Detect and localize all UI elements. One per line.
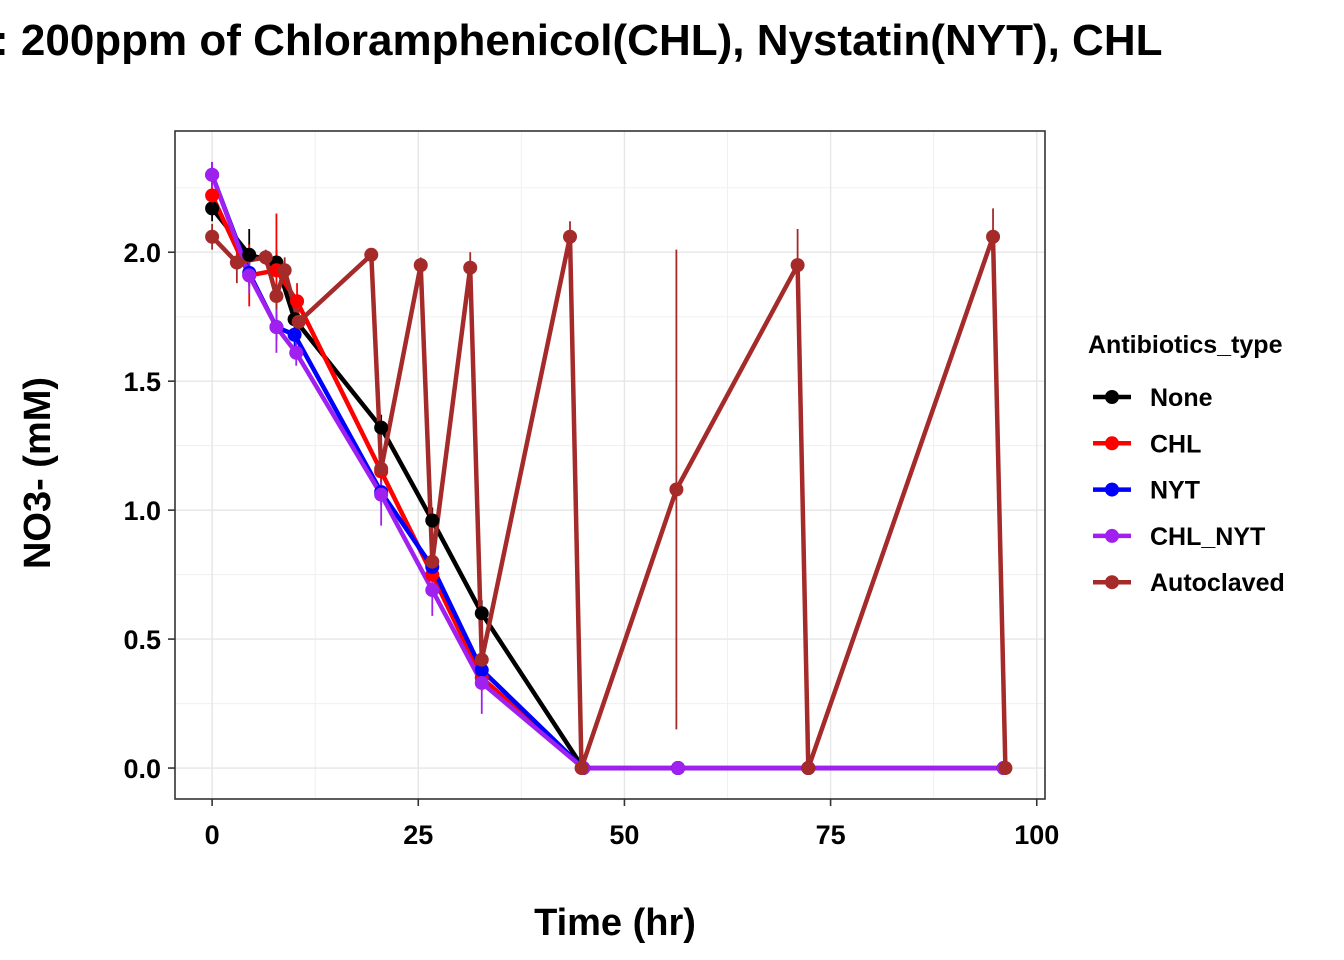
legend-label-none: None (1150, 384, 1213, 412)
legend-items: None CHL NYT CHL_NYT Autoclaved (1093, 384, 1285, 597)
legend-title: Antibiotics_type (1088, 331, 1283, 359)
data-point-autoclaved (258, 250, 273, 265)
data-point-autoclaved (574, 761, 589, 776)
data-point-chl-nyt (242, 268, 257, 283)
data-point-chl-nyt (374, 487, 389, 502)
legend-key-point-autoclaved (1105, 575, 1119, 590)
data-point-none (425, 513, 440, 528)
x-axis-title: Time (hr) (534, 902, 696, 944)
legend-label-nyt: NYT (1150, 477, 1200, 505)
data-point-chl (205, 188, 220, 203)
data-point-autoclaved (563, 229, 578, 244)
chart-title: : 200ppm of Chloramphenicol(CHL), Nystat… (0, 16, 1162, 65)
y-axis: 0.0 0.5 1.0 1.5 2.0 (123, 238, 175, 784)
data-point-autoclaved (291, 314, 306, 329)
x-tick-label: 0 (205, 820, 220, 850)
plot-border (174, 130, 1046, 800)
data-point-autoclaved (801, 761, 816, 776)
y-tick-label: 2.0 (123, 238, 161, 268)
data-point-autoclaved (463, 260, 478, 275)
data-point-autoclaved (229, 255, 244, 270)
data-point-autoclaved (205, 229, 220, 244)
x-tick-label: 25 (403, 820, 433, 850)
data-point-autoclaved (269, 289, 284, 304)
data-point-autoclaved (277, 263, 292, 278)
data-point-chl-nyt (425, 583, 440, 598)
data-point-none (205, 201, 220, 216)
x-tick-label: 75 (816, 820, 846, 850)
legend: Antibiotics_type None CHL NYT CHL_NYT Autocl… (1088, 331, 1285, 597)
data-point-nyt (474, 663, 489, 678)
data-point-chl-nyt (269, 320, 284, 335)
legend-key-point-none (1105, 390, 1119, 404)
legend-label-autoclaved: Autoclaved (1150, 569, 1285, 597)
data-point-autoclaved (474, 652, 489, 667)
legend-label-chl-nyt: CHL_NYT (1150, 523, 1265, 551)
data-point-nyt (287, 327, 302, 342)
x-tick-label: 50 (609, 820, 639, 850)
series-points (205, 167, 1013, 776)
y-tick-label: 0.5 (123, 625, 161, 655)
legend-key-point-chl-nyt (1105, 528, 1119, 543)
data-point-chl-nyt (289, 345, 304, 360)
legend-key-point-chl (1105, 436, 1119, 451)
data-point-chl-nyt (205, 167, 220, 182)
data-point-autoclaved (425, 554, 440, 569)
y-tick-label: 1.0 (123, 496, 161, 526)
data-point-none (374, 420, 389, 435)
data-point-autoclaved (669, 482, 684, 497)
legend-label-chl: CHL (1150, 430, 1201, 458)
data-point-autoclaved (364, 247, 379, 262)
data-point-chl-nyt (474, 675, 489, 690)
data-point-chl-nyt (671, 761, 686, 776)
data-point-autoclaved (413, 258, 428, 273)
x-axis: 0 25 50 75 100 (205, 799, 1059, 850)
data-point-autoclaved (998, 761, 1013, 776)
legend-key-point-nyt (1105, 482, 1119, 497)
data-point-none (474, 606, 489, 621)
data-point-autoclaved (986, 229, 1001, 244)
y-tick-label: 1.5 (123, 367, 161, 397)
data-point-autoclaved (790, 258, 805, 273)
plot-panel (174, 130, 1046, 800)
data-point-chl (290, 294, 305, 309)
x-tick-label: 100 (1014, 820, 1059, 850)
y-axis-title: NO3- (mM) (17, 377, 59, 569)
y-tick-label: 0.0 (123, 754, 161, 784)
data-point-none (242, 247, 257, 262)
data-point-autoclaved (374, 461, 389, 476)
